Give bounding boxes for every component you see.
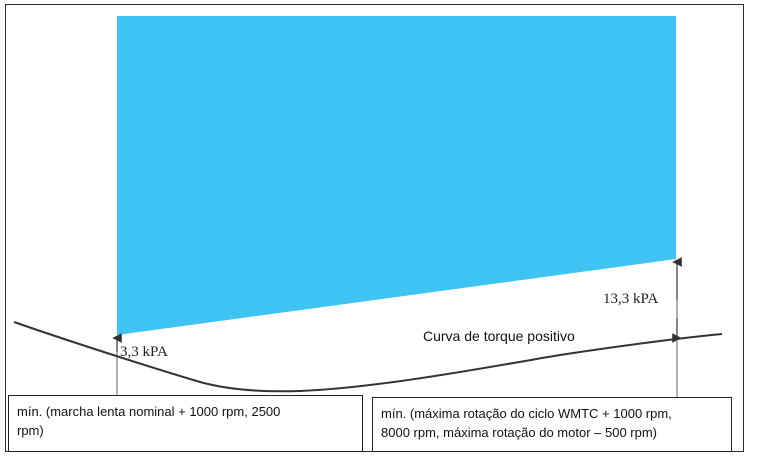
note-right-min-speed: mín. (máxima rotação do ciclo WMTC + 100… [372, 397, 732, 452]
torque-curve [13, 321, 723, 393]
test-region-fill [117, 16, 676, 335]
right-pressure-label: 13,3 kPA [603, 291, 658, 307]
curve-label: Curva de torque positivo [423, 328, 575, 344]
note-left-min-speed: mín. (marcha lenta nominal + 1000 rpm, 2… [8, 395, 363, 452]
left-pressure-label: 3,3 kPA [120, 344, 168, 360]
